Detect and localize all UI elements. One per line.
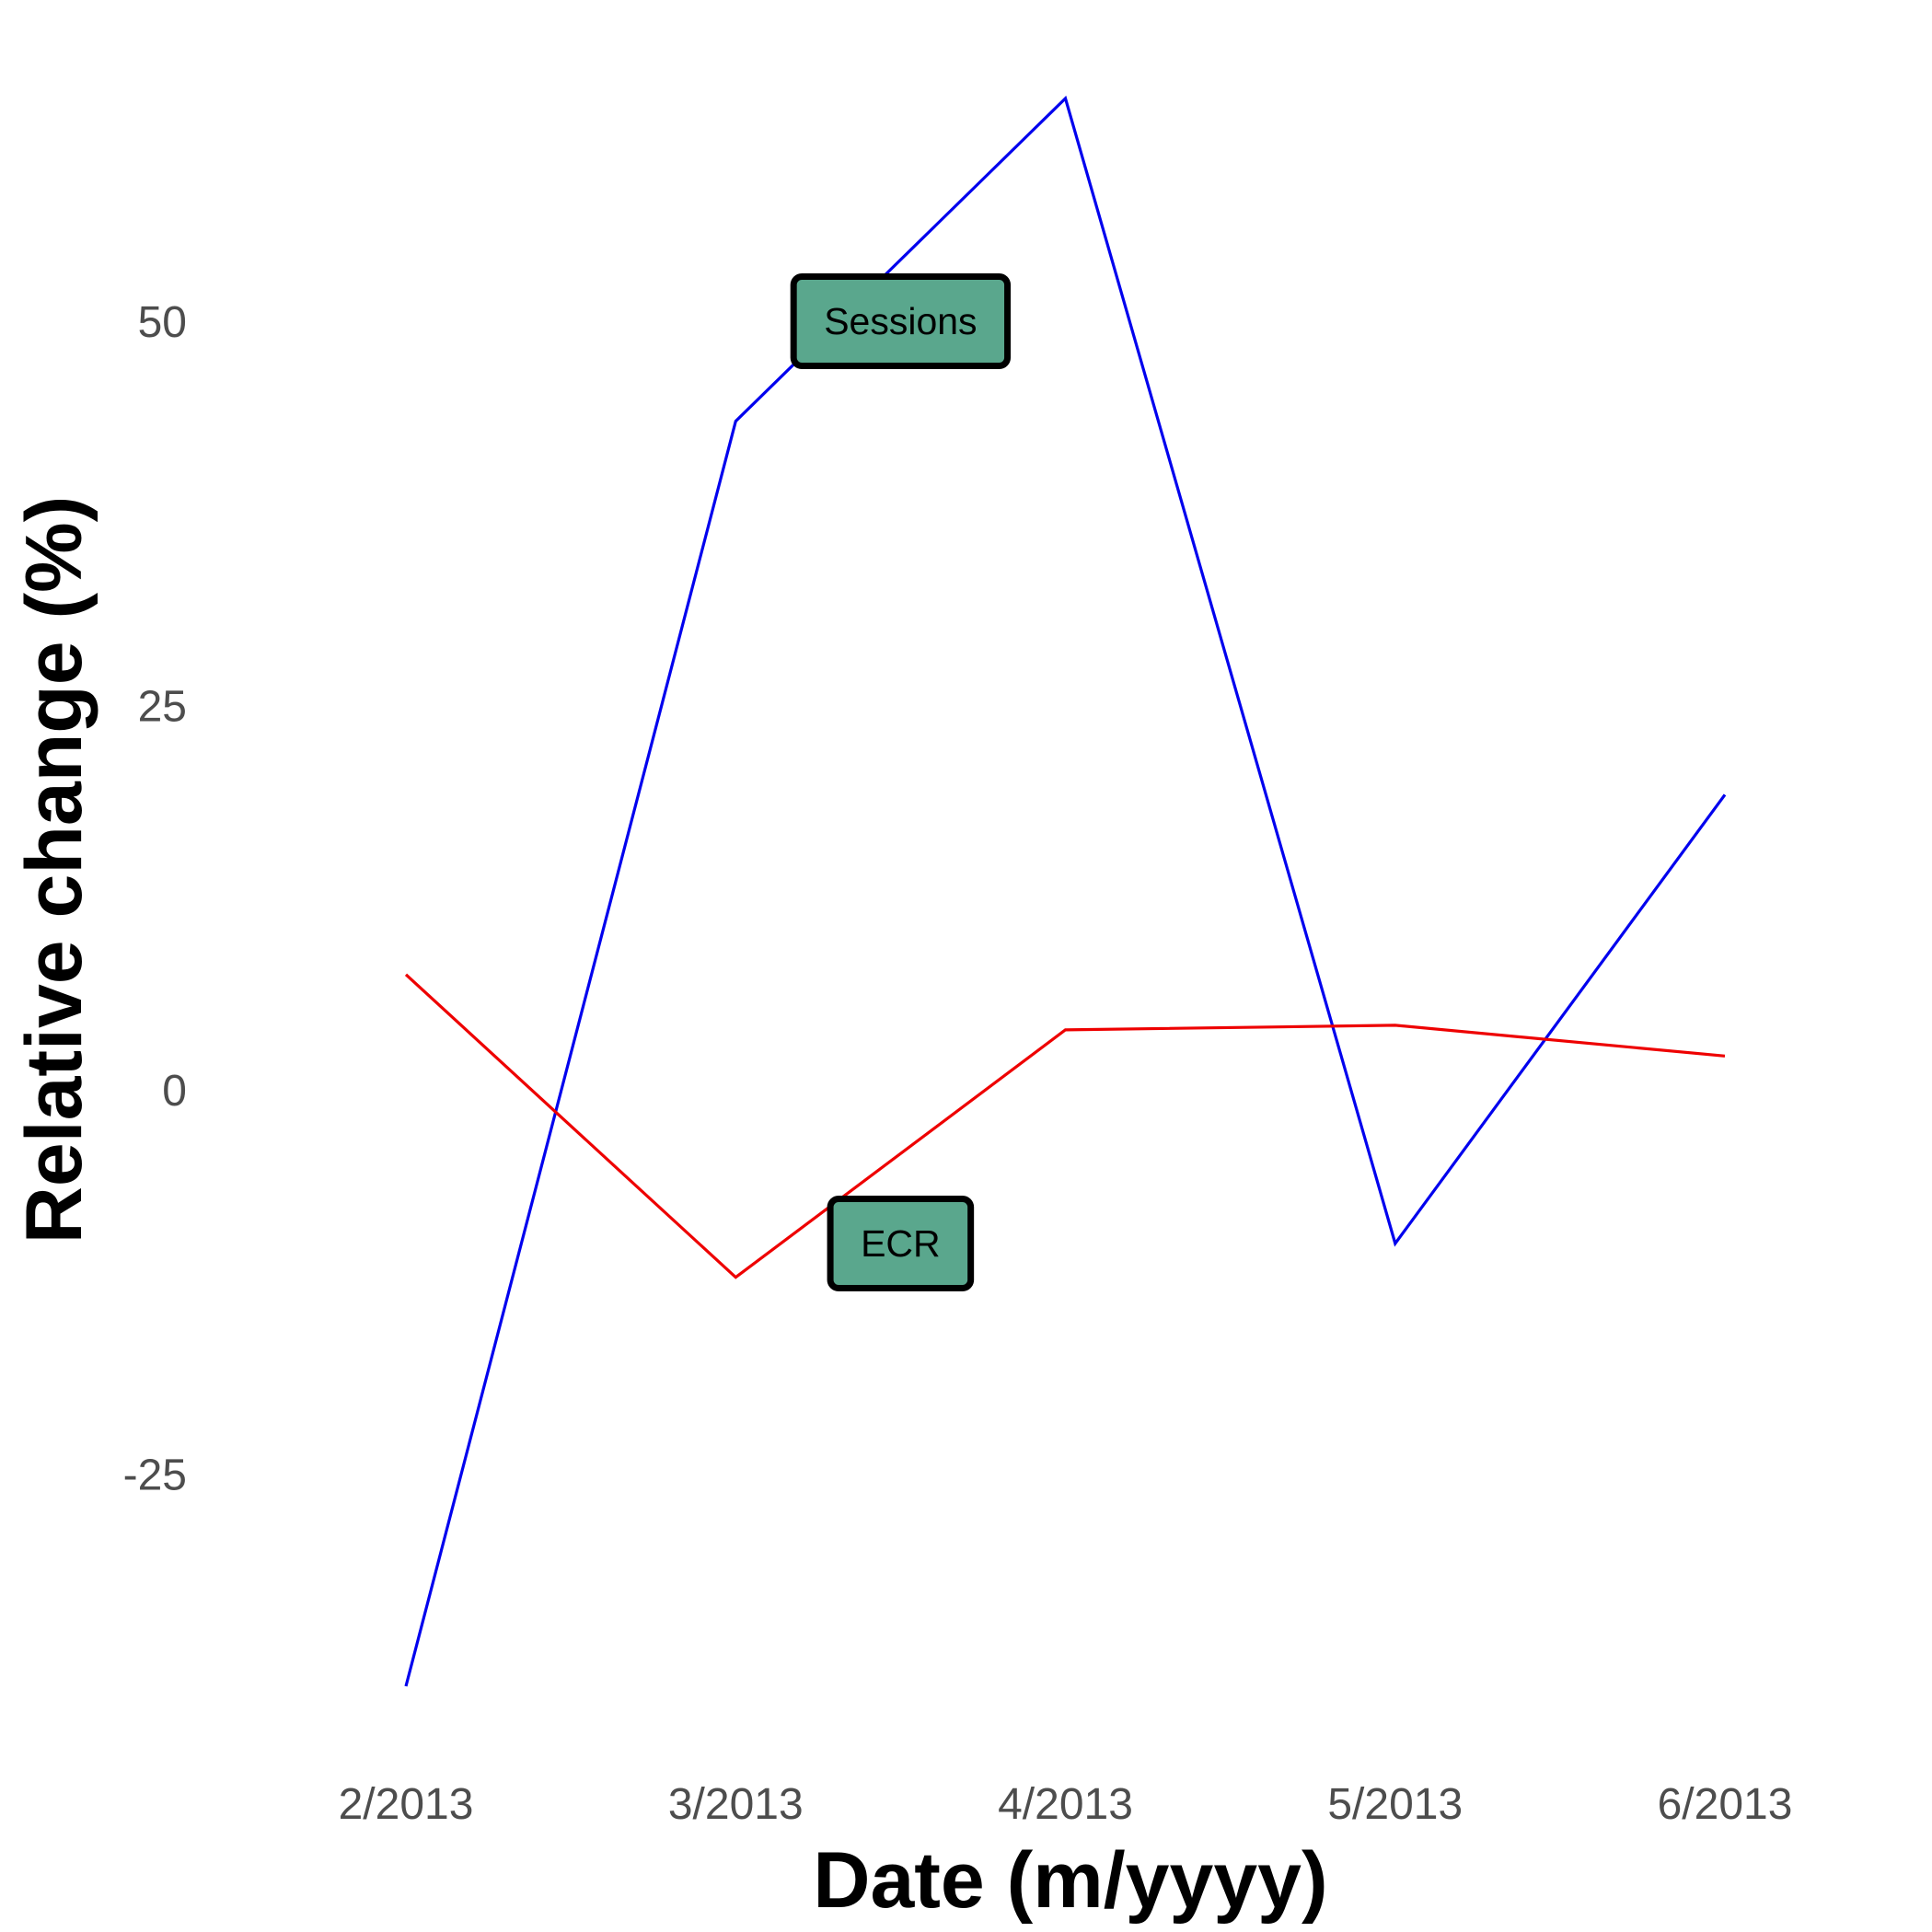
x-tick-label: 3/2013 [668, 1780, 804, 1829]
x-tick-label: 6/2013 [1658, 1780, 1793, 1829]
y-tick-label: 0 [162, 1067, 187, 1116]
annotation-box [827, 1196, 975, 1291]
annotation-layer: Sessions ECR [790, 273, 1012, 1291]
y-axis-ticks: 50 25 0 -25 [123, 298, 187, 1500]
annotation-label-ecr: ECR [827, 1196, 975, 1291]
x-tick-label: 5/2013 [1327, 1780, 1463, 1829]
annotation-label-sessions: Sessions [790, 273, 1012, 369]
x-axis-title: Date (m/yyyy) [813, 1836, 1327, 1925]
annotation-text: ECR [861, 1222, 941, 1265]
y-tick-label: 25 [138, 683, 187, 732]
annotation-text: Sessions [824, 300, 977, 342]
x-tick-label: 2/2013 [339, 1780, 474, 1829]
x-axis-ticks: 2/2013 3/2013 4/2013 5/2013 6/2013 [339, 1780, 1793, 1829]
series-line-ecr [404, 973, 1726, 1279]
annotation-box [790, 273, 1012, 369]
y-tick-label: -25 [123, 1452, 187, 1500]
x-tick-label: 4/2013 [998, 1780, 1133, 1829]
y-axis-title: Relative change (%) [10, 496, 98, 1244]
y-tick-label: 50 [138, 298, 187, 347]
series-line-sessions [404, 95, 1727, 1687]
series-layer [404, 95, 1727, 1687]
